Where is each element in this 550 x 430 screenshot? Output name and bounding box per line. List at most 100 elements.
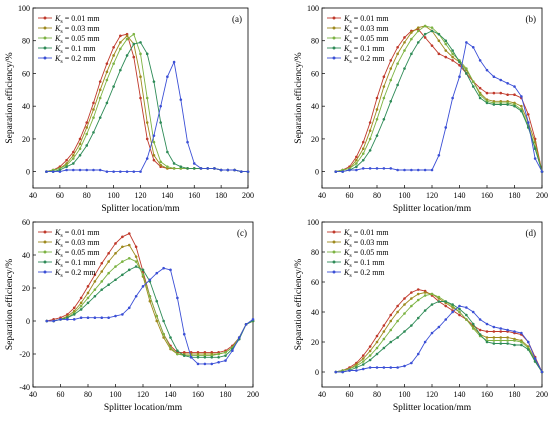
data-point xyxy=(458,63,461,67)
data-point xyxy=(132,170,136,173)
data-point xyxy=(182,332,186,336)
legend-label: Ks = 0.05 mm xyxy=(54,34,100,45)
data-point xyxy=(86,301,90,305)
data-point xyxy=(520,104,523,108)
data-point xyxy=(145,137,149,141)
data-point xyxy=(127,306,131,310)
data-point xyxy=(430,292,434,296)
x-tick-label: 160 xyxy=(188,191,200,200)
data-point xyxy=(217,360,220,364)
y-tick-label: 0 xyxy=(26,168,30,177)
data-point xyxy=(107,283,110,287)
data-point xyxy=(121,260,124,263)
x-tick-label: 80 xyxy=(373,191,381,200)
legend-item: Ks = 0.1 mm xyxy=(327,44,385,55)
data-point xyxy=(78,137,82,141)
data-point xyxy=(93,316,97,320)
data-point xyxy=(382,167,386,170)
data-point xyxy=(533,360,537,363)
y-tick-label: 60 xyxy=(22,69,30,78)
data-point xyxy=(134,294,138,298)
y-tick-label: 0 xyxy=(315,368,319,377)
y-tick-label: 80 xyxy=(22,37,30,46)
data-point xyxy=(492,336,496,339)
data-point xyxy=(348,168,351,172)
data-point xyxy=(485,336,489,339)
legend-item: Ks = 0.03 mm xyxy=(327,24,389,35)
data-point xyxy=(465,306,468,309)
data-point xyxy=(368,345,372,348)
data-point xyxy=(159,104,162,108)
data-point xyxy=(368,121,372,124)
data-point xyxy=(389,313,393,317)
data-point xyxy=(100,270,104,273)
data-point xyxy=(361,167,365,170)
data-point xyxy=(492,325,496,329)
data-point xyxy=(403,67,406,70)
data-point xyxy=(520,340,523,344)
data-point xyxy=(471,45,475,49)
data-point xyxy=(430,44,434,47)
data-point xyxy=(58,170,62,173)
data-point xyxy=(231,349,234,353)
data-point xyxy=(382,117,386,121)
data-point xyxy=(186,140,189,144)
legend-item: Ks = 0.03 mm xyxy=(38,24,100,35)
data-point xyxy=(145,96,149,100)
data-point xyxy=(139,170,142,173)
data-point xyxy=(217,352,220,356)
data-point xyxy=(478,333,482,336)
data-point xyxy=(533,157,537,160)
data-point xyxy=(172,167,176,170)
data-point xyxy=(361,357,365,360)
x-tick-label: 140 xyxy=(161,191,173,200)
data-point xyxy=(437,300,441,303)
data-point xyxy=(368,149,372,152)
data-point xyxy=(226,168,230,172)
data-point xyxy=(368,137,372,141)
data-point xyxy=(79,304,83,308)
data-point xyxy=(121,245,124,249)
data-point xyxy=(396,83,399,87)
legend-swatch-marker xyxy=(332,240,336,244)
data-point xyxy=(141,273,145,277)
data-point xyxy=(416,298,420,302)
data-point xyxy=(430,303,434,306)
data-point xyxy=(444,300,448,303)
data-point xyxy=(410,168,413,172)
data-point xyxy=(192,162,196,165)
legend-label: Ks = 0.03 mm xyxy=(343,24,389,35)
data-point xyxy=(125,37,129,41)
data-point xyxy=(159,121,162,124)
legend-swatch-marker xyxy=(332,56,336,60)
data-point xyxy=(334,370,338,374)
legend-item: Ks = 0.2 mm xyxy=(38,54,96,65)
data-point xyxy=(396,319,399,323)
data-point xyxy=(485,340,489,344)
x-tick-label: 200 xyxy=(536,191,548,200)
data-point xyxy=(396,52,399,56)
data-point xyxy=(533,140,537,144)
data-point xyxy=(233,168,236,172)
data-point xyxy=(79,301,83,305)
data-point xyxy=(478,328,482,332)
data-point xyxy=(179,165,183,169)
data-point xyxy=(437,52,441,56)
data-point xyxy=(85,168,89,172)
x-tick-label: 120 xyxy=(426,191,438,200)
data-point xyxy=(403,312,406,315)
data-point xyxy=(451,303,454,306)
data-point xyxy=(132,55,136,59)
legend-swatch-marker xyxy=(332,260,336,264)
data-point xyxy=(368,129,372,133)
data-point xyxy=(121,235,124,239)
data-point xyxy=(224,351,227,354)
data-point xyxy=(152,153,156,157)
data-point xyxy=(92,101,95,105)
data-point xyxy=(513,85,516,88)
legend-label: Ks = 0.03 mm xyxy=(54,238,100,249)
data-point xyxy=(416,29,420,33)
legend-label: Ks = 0.2 mm xyxy=(54,54,96,65)
series-5 xyxy=(334,41,544,173)
data-point xyxy=(368,366,372,369)
